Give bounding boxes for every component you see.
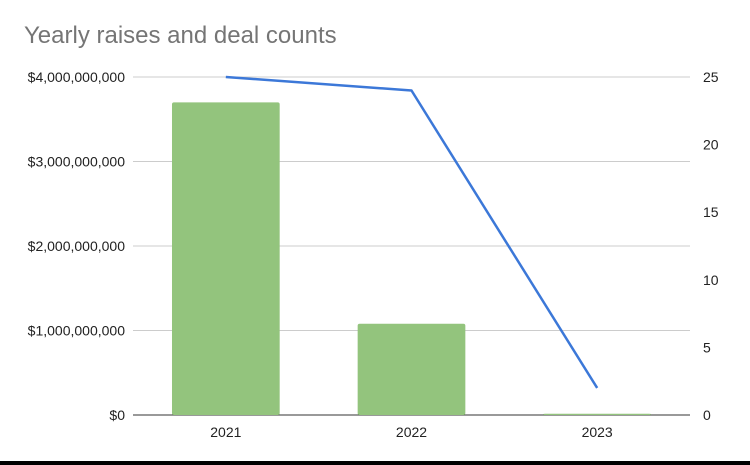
x-axis: 2021 2022 2023	[210, 424, 613, 440]
right-y-tick-label: 25	[703, 69, 719, 85]
left-y-axis: $0 $1,000,000,000 $2,000,000,000 $3,000,000…	[28, 69, 126, 423]
x-tick-label: 2021	[210, 424, 241, 440]
x-tick-label: 2022	[396, 424, 427, 440]
bar-series	[171, 102, 652, 415]
left-y-tick-label: $4,000,000,000	[28, 69, 126, 85]
left-y-tick-label: $0	[109, 407, 125, 423]
chart-title: Yearly raises and deal counts	[24, 22, 337, 49]
right-y-axis: 0 5 10 15 20 25	[703, 69, 719, 423]
x-tick-label: 2023	[582, 424, 613, 440]
right-y-tick-label: 15	[703, 204, 719, 220]
bar	[171, 102, 280, 415]
right-y-tick-label: 0	[703, 407, 711, 423]
bar	[357, 323, 466, 415]
line-series	[225, 75, 599, 389]
right-y-tick-label: 10	[703, 272, 719, 288]
right-y-tick-label: 5	[703, 339, 711, 355]
left-y-tick-label: $1,000,000,000	[28, 323, 126, 339]
bottom-border	[0, 461, 750, 465]
left-y-tick-label: $2,000,000,000	[28, 238, 126, 254]
right-y-tick-label: 20	[703, 137, 719, 153]
bar	[543, 413, 652, 415]
left-y-tick-label: $3,000,000,000	[28, 154, 126, 170]
